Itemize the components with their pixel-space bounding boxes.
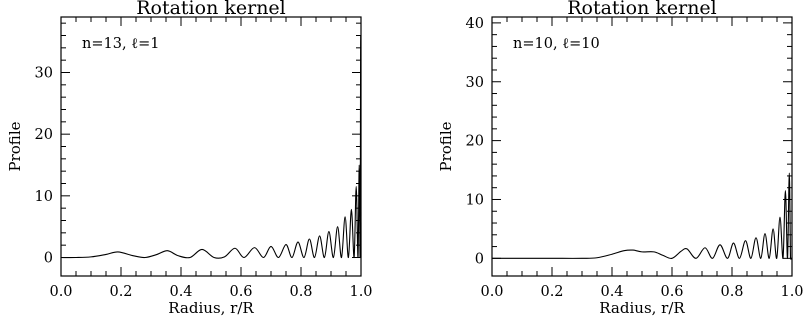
kernel-series-line: [60, 34, 362, 259]
mode-annotation: n=10, ℓ=10: [513, 36, 600, 52]
y-tick-label: 10: [466, 192, 484, 208]
chart-panel-2: Rotation kernel 0.0 0.2 0.4 0.6 0.8 1.0 0 10 20 30…: [437, 0, 803, 317]
plot-frame: [60, 16, 362, 277]
y-axis-label: Profile: [437, 121, 455, 171]
x-tick-label: 0.4: [169, 284, 192, 300]
x-tick-label: 0.2: [109, 284, 132, 300]
y-tick-label: 30: [466, 75, 484, 91]
x-tick-label: 0.6: [660, 284, 683, 300]
x-tick-label: 0.0: [49, 284, 72, 300]
plot-frame: [491, 16, 793, 277]
chart-title: Rotation kernel: [567, 0, 717, 19]
x-axis-label: Radius, r/R: [599, 299, 685, 317]
x-tick-label: 0.4: [600, 284, 623, 300]
y-tick-label: 20: [466, 134, 484, 150]
x-tick-label: 0.8: [289, 284, 312, 300]
kernel-series-line: [492, 172, 792, 260]
y-tick-label: 40: [466, 16, 484, 32]
x-tick-label: 1.0: [349, 284, 372, 300]
x-tick-label: 0.2: [540, 284, 563, 300]
y-axis-label: Profile: [6, 121, 24, 171]
y-tick-label: 20: [35, 127, 53, 143]
x-tick-label: 0.6: [229, 284, 252, 300]
chart-panel-1: Rotation kernel 0.0 0.2 0.4 0.6 0.8 1.0 0 10 20 30…: [6, 0, 373, 317]
y-tick-label: 10: [35, 189, 53, 205]
y-tick-label: 0: [44, 251, 53, 267]
x-axis-label: Radius, r/R: [168, 299, 254, 317]
x-tick-label: 0.0: [480, 284, 503, 300]
y-tick-label: 0: [475, 251, 484, 267]
chart-title: Rotation kernel: [136, 0, 286, 19]
y-tick-label: 30: [35, 66, 53, 82]
x-tick-label: 0.8: [720, 284, 743, 300]
x-tick-label: 1.0: [780, 284, 803, 300]
mode-annotation: n=13, ℓ=1: [82, 36, 159, 52]
